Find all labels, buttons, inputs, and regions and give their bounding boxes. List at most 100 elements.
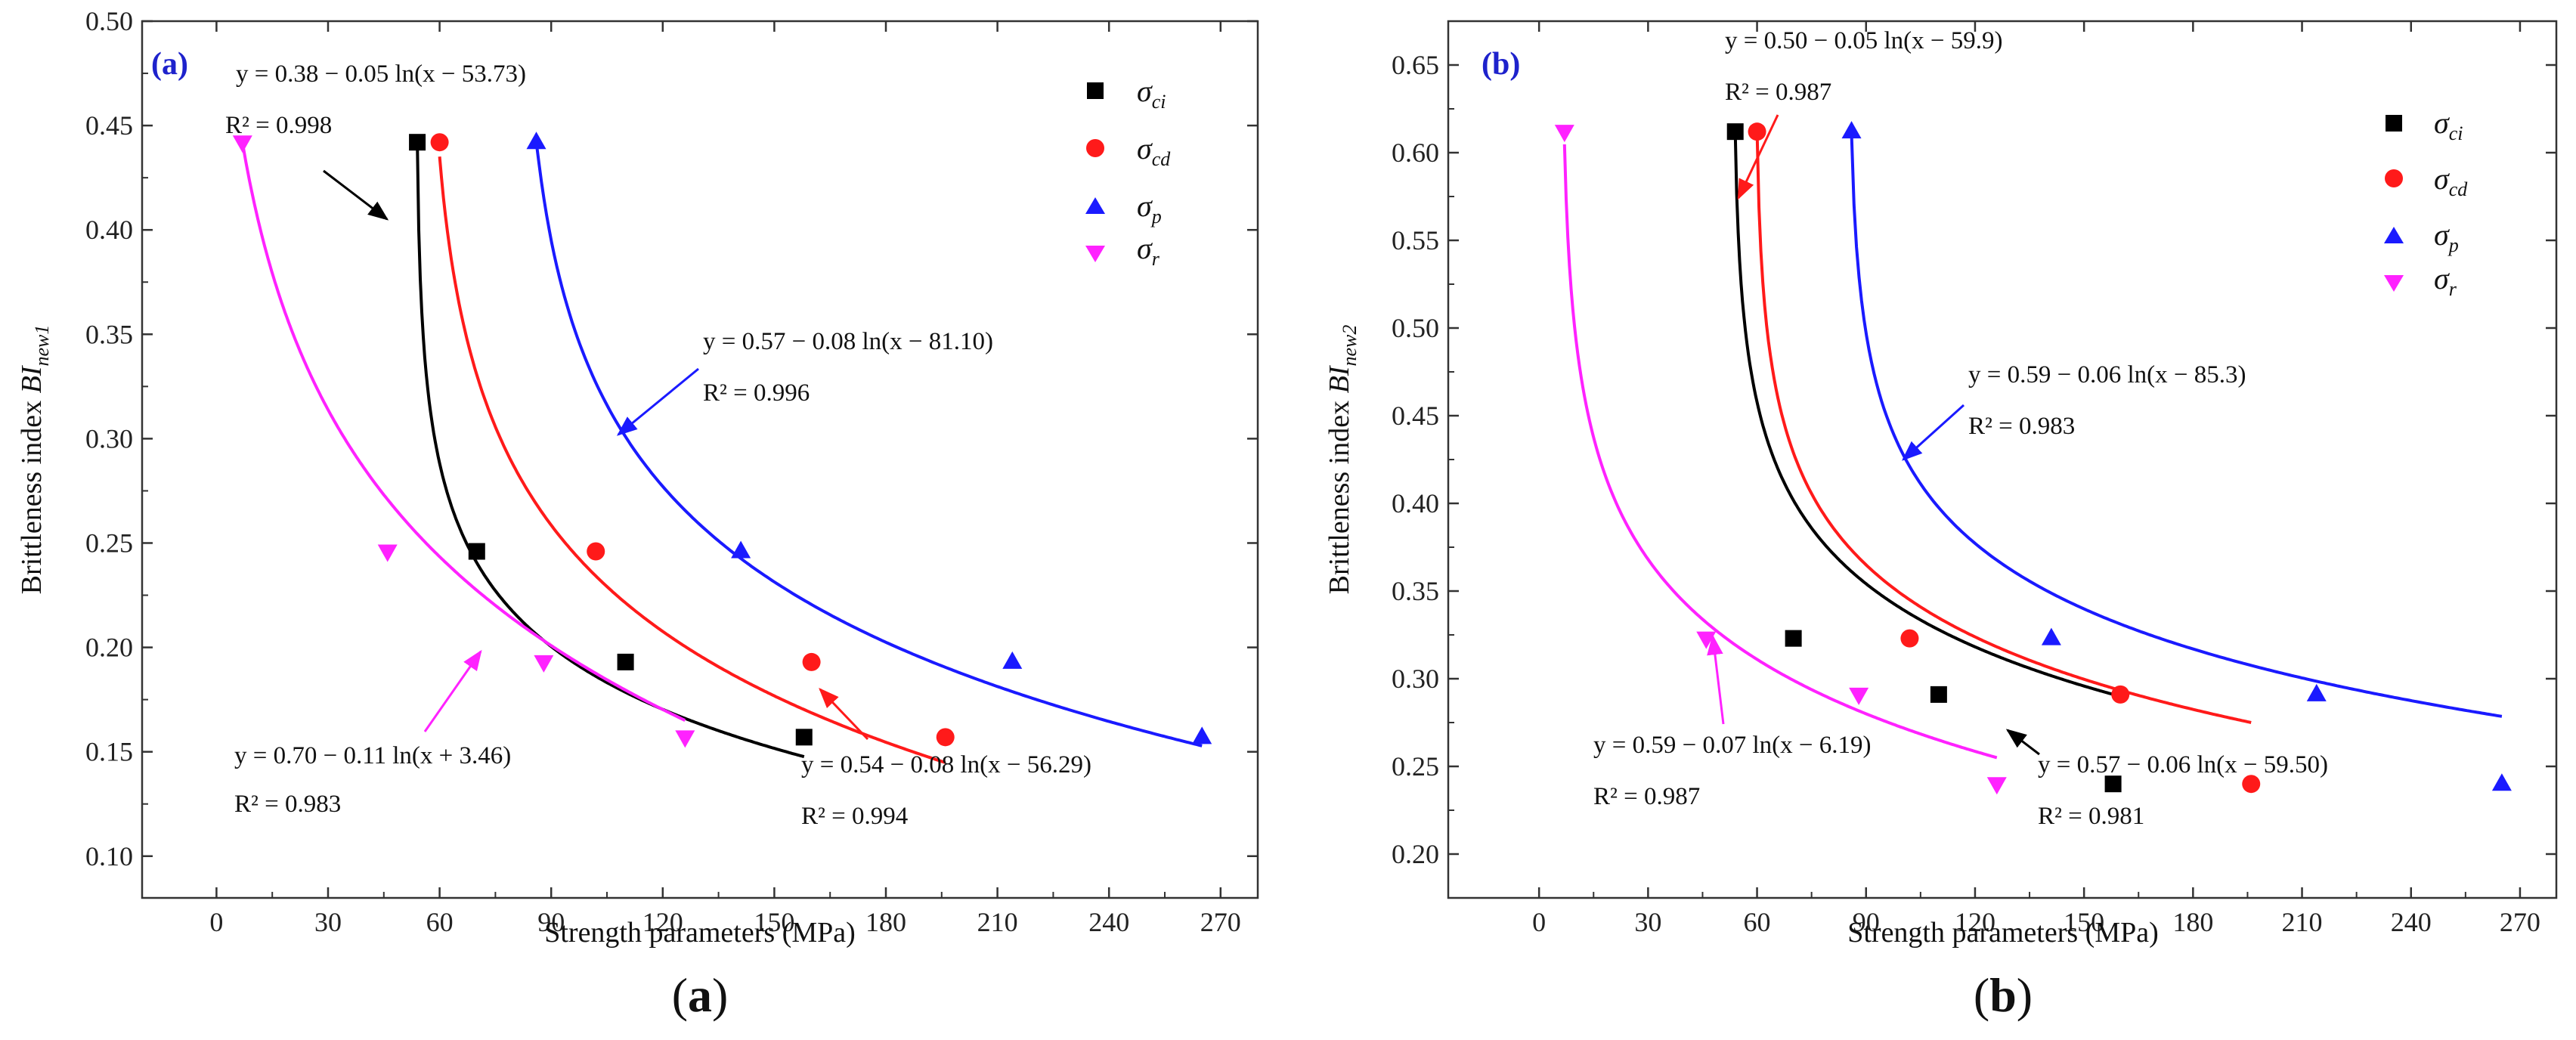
y-tick-label: 0.60 xyxy=(1392,138,1439,168)
data-points-b xyxy=(1554,121,2512,795)
x-tick-label: 30 xyxy=(314,907,342,937)
fit-curve-p-a xyxy=(534,141,1203,748)
equation-ci-b: y = 0.57 − 0.06 ln(x − 59.50) xyxy=(2038,751,2328,778)
data-point-p-b xyxy=(2306,683,2327,701)
r2-p-b: R² = 0.983 xyxy=(1968,413,2075,440)
data-point-r-a xyxy=(377,544,398,562)
y-tick-label: 0.30 xyxy=(85,423,133,453)
axes-ticks-b: 0 30 60 90 120 150 180 210 240 270 0.20 0.25 0.30 0.3… xyxy=(1392,21,2556,937)
r2-r-a: R² = 0.983 xyxy=(234,791,341,818)
r2-ci-b: R² = 0.981 xyxy=(2038,803,2144,830)
y-tick-label: 0.45 xyxy=(1392,401,1439,431)
data-point-cd-b xyxy=(2111,685,2130,704)
plot-frame-a xyxy=(141,20,1259,899)
fit-curves-a xyxy=(240,141,1203,764)
equation-p-a: y = 0.57 − 0.08 ln(x − 81.10) xyxy=(703,328,993,355)
annotation-arrow-cd-a xyxy=(819,688,869,741)
caption-a: (a) xyxy=(672,968,729,1022)
equation-r-a: y = 0.70 − 0.11 ln(x + 3.46) xyxy=(234,742,511,769)
data-point-r-b xyxy=(1849,687,1869,705)
fit-curve-ci-a xyxy=(416,142,805,759)
caption-letter-a: a xyxy=(688,968,712,1022)
legend-label-r-b: σr xyxy=(2434,262,2457,300)
y-tick-label: 0.15 xyxy=(85,737,133,767)
x-axis-label-a: Strength parameters (MPa) xyxy=(544,917,856,949)
annotation-cd-b: y = 0.50 − 0.05 ln(x − 59.9) R² = 0.987 xyxy=(1725,27,2002,200)
r2-cd-a: R² = 0.994 xyxy=(801,803,908,830)
data-point-r-b xyxy=(1986,777,2007,795)
legend-marker-p-b xyxy=(2384,227,2404,243)
data-point-ci-a xyxy=(409,134,426,151)
y-axis-label-b: Brittleness index BInew2 xyxy=(1324,325,1361,595)
y-tick-label: 0.10 xyxy=(85,841,133,871)
legend-marker-r-a xyxy=(1085,246,1105,262)
data-point-r-a xyxy=(232,135,252,153)
legend-marker-r-b xyxy=(2384,275,2404,292)
x-tick-label: 0 xyxy=(1532,907,1546,937)
x-tick-label: 150 xyxy=(2064,907,2104,937)
x-tick-label: 270 xyxy=(2500,907,2540,937)
y-axis-label-symbol-a: BI xyxy=(16,364,48,393)
y-tick-label: 0.50 xyxy=(1392,313,1439,343)
legend-marker-cd-b xyxy=(2385,169,2403,187)
legend-marker-cd-a xyxy=(1086,139,1104,157)
data-point-p-b xyxy=(2041,627,2061,645)
annotation-ci-a: y = 0.38 − 0.05 ln(x − 53.73) R² = 0.998 xyxy=(225,60,526,221)
fit-curve-p-b xyxy=(1850,132,2503,718)
r2-p-a: R² = 0.996 xyxy=(703,379,810,407)
legend-marker-ci-a xyxy=(1087,82,1104,99)
chart-panel-b: 0 30 60 90 120 150 180 210 240 270 0.20 0.25 0.30 0.3… xyxy=(1324,20,2558,1022)
legend-item-r-b: σr xyxy=(2384,262,2457,300)
equation-cd-a: y = 0.54 − 0.08 ln(x − 56.29) xyxy=(801,751,1091,778)
legend-item-p-b: σp xyxy=(2384,218,2459,256)
legend-item-ci-b: σci xyxy=(2386,106,2463,144)
data-point-p-a xyxy=(1192,726,1212,744)
y-tick-label: 0.45 xyxy=(85,110,133,141)
data-point-p-b xyxy=(1841,121,1862,139)
equation-p-b: y = 0.59 − 0.06 ln(x − 85.3) xyxy=(1968,361,2246,388)
annotation-arrow-r-a xyxy=(423,649,482,732)
data-point-ci-a xyxy=(795,729,813,746)
y-tick-label: 0.35 xyxy=(85,319,133,349)
legend-a: σci σcd σp σr xyxy=(1085,74,1171,270)
legend-marker-ci-b xyxy=(2386,115,2402,132)
annotation-arrow-ci-b xyxy=(2005,729,2040,756)
legend-item-cd-b: σcd xyxy=(2385,162,2468,200)
data-point-r-b xyxy=(1554,125,1574,143)
y-axis-label-sub-a: new1 xyxy=(31,325,53,367)
y-tick-label: 0.20 xyxy=(85,633,133,663)
x-tick-label: 120 xyxy=(642,907,683,937)
data-points-a xyxy=(232,132,1212,748)
annotation-arrow-p-a xyxy=(616,367,699,436)
data-point-cd-a xyxy=(936,728,955,747)
y-tick-label: 0.40 xyxy=(85,215,133,245)
fit-curve-r-b xyxy=(1562,144,1998,760)
data-point-p-a xyxy=(731,540,751,559)
data-point-ci-b xyxy=(1785,630,1802,647)
y-axis-label-symbol-b: BI xyxy=(1324,364,1355,393)
annotation-p-b: y = 0.59 − 0.06 ln(x − 85.3) R² = 0.983 xyxy=(1901,361,2246,461)
x-tick-label: 60 xyxy=(426,907,454,937)
y-tick-label: 0.40 xyxy=(1392,488,1439,518)
legend-item-r-a: σr xyxy=(1085,231,1160,270)
legend-item-ci-a: σci xyxy=(1087,74,1166,113)
data-point-r-a xyxy=(675,730,695,748)
equation-ci-a: y = 0.38 − 0.05 ln(x − 53.73) xyxy=(236,60,526,88)
data-point-ci-a xyxy=(468,543,485,560)
equation-cd-b: y = 0.50 − 0.05 ln(x − 59.9) xyxy=(1725,27,2002,54)
fit-curves-b xyxy=(1562,132,2503,760)
annotation-r-a: y = 0.70 − 0.11 ln(x + 3.46) R² = 0.983 xyxy=(234,649,511,818)
legend-marker-p-a xyxy=(1085,197,1105,214)
x-tick-label: 210 xyxy=(2282,907,2323,937)
data-point-cd-b xyxy=(2242,775,2261,794)
x-tick-label: 30 xyxy=(1634,907,1661,937)
annotation-p-a: y = 0.57 − 0.08 ln(x − 81.10) R² = 0.996 xyxy=(616,328,993,436)
annotation-cd-a: y = 0.54 − 0.08 ln(x − 56.29) R² = 0.994 xyxy=(801,688,1091,830)
data-point-ci-a xyxy=(617,653,634,670)
x-tick-label: 90 xyxy=(537,907,565,937)
x-tick-label: 240 xyxy=(1088,907,1129,937)
fit-curve-ci-b xyxy=(1733,132,2114,696)
data-point-ci-b xyxy=(1930,686,1947,703)
data-point-cd-b xyxy=(1900,629,1919,648)
